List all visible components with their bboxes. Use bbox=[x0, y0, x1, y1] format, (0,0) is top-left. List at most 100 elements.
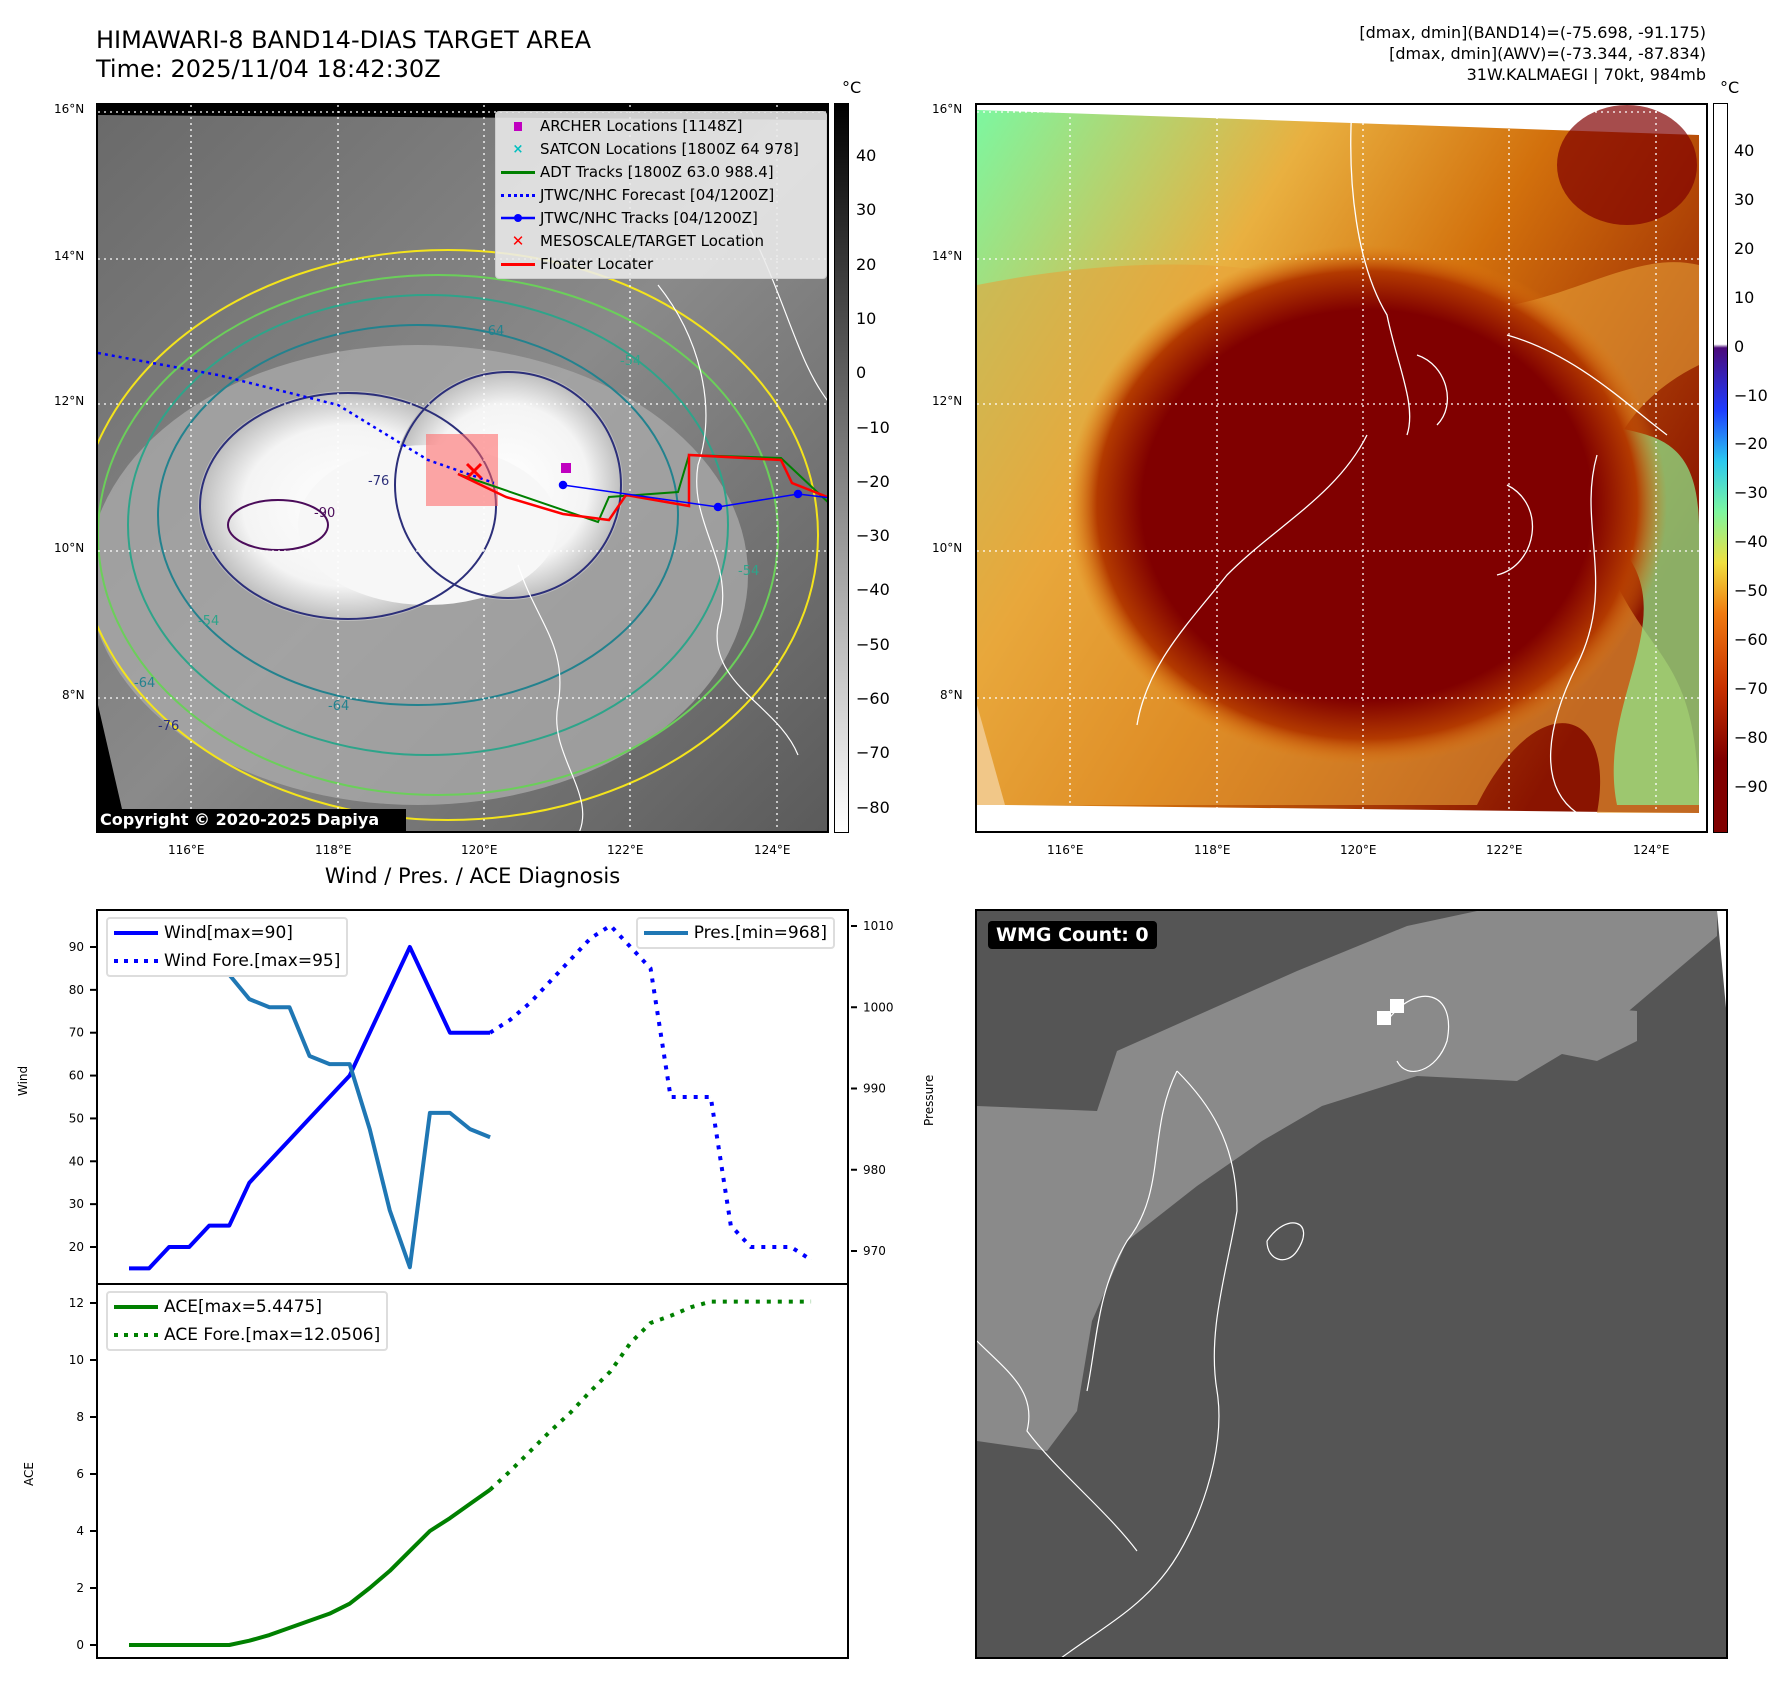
lon-label: 116°E bbox=[168, 843, 205, 857]
legend-ace-forecast: ACE Fore.[max=12.0506] bbox=[108, 1321, 386, 1349]
target-area-box bbox=[426, 434, 498, 506]
copyright-label: Copyright © 2020-2025 Dapiya bbox=[96, 809, 406, 831]
x-marker-icon: ✕ bbox=[511, 232, 525, 250]
pressure-axis-label: Pressure bbox=[922, 1074, 936, 1126]
wind-tick-label: 90 bbox=[69, 940, 84, 954]
colorbar-unit: °C bbox=[842, 78, 862, 97]
contour-labels: -90 -76 -64 -54 -54 -64 -76 -54 -64 bbox=[134, 324, 759, 734]
wmg-panel bbox=[975, 909, 1728, 1659]
lat-label: 16°N bbox=[54, 102, 85, 116]
wind-forecast-line bbox=[489, 923, 813, 1262]
svg-text:-76: -76 bbox=[368, 474, 389, 489]
lat-label: 14°N bbox=[932, 249, 963, 263]
legend-pressure: Pres.[min=968] bbox=[638, 919, 833, 947]
colorbar-tick-label: −70 bbox=[856, 743, 890, 763]
colorbar-tick-label: −60 bbox=[1734, 630, 1768, 649]
awv-map-image bbox=[977, 105, 1706, 831]
ace-tick-label: 2 bbox=[76, 1581, 84, 1595]
lat-label: 10°N bbox=[932, 541, 963, 555]
svg-text:-64: -64 bbox=[328, 699, 349, 714]
colorbar-tick-label: −40 bbox=[856, 580, 890, 600]
dotted-line-icon bbox=[496, 193, 540, 197]
wind-tick-label: 80 bbox=[69, 983, 84, 997]
target-x-marker bbox=[465, 462, 483, 480]
ace-svg: 0 2 4 6 8 10 12 bbox=[69, 1296, 812, 1652]
colorbar-tick-label: −50 bbox=[1734, 581, 1768, 601]
graticule bbox=[977, 105, 1706, 831]
band14-range: [dmax, dmin](BAND14)=(-75.698, -91.175) bbox=[1359, 23, 1706, 42]
legend-item-adt: ADT Tracks [1800Z 63.0 988.4] bbox=[496, 161, 774, 183]
svg-text:-64: -64 bbox=[134, 676, 155, 691]
colorbar-tick-label: −60 bbox=[856, 689, 890, 708]
legend-item-archer: ARCHER Locations [1148Z] bbox=[496, 115, 743, 137]
ace-tick-label: 10 bbox=[69, 1353, 84, 1367]
lat-label: 12°N bbox=[932, 394, 963, 408]
lon-label: 124°E bbox=[754, 843, 791, 857]
colorbar-tick-label: 0 bbox=[1734, 336, 1745, 356]
figure-title: HIMAWARI-8 BAND14-DIAS TARGET AREA Time:… bbox=[96, 26, 591, 84]
ace-tick-label: 4 bbox=[76, 1524, 84, 1538]
lat-label: 16°N bbox=[932, 102, 963, 116]
wmg-count-badge: WMG Count: 0 bbox=[988, 921, 1157, 949]
wind-tick-label: 50 bbox=[69, 1111, 84, 1125]
right-colorbar-ticks: 40 30 20 10 0 −10 −20 −30 −40 −50 −60 −70 −80 −90 bbox=[1734, 0, 1774, 840]
legend-wind: Wind[max=90] bbox=[108, 919, 346, 947]
colorbar-tick-label: 20 bbox=[856, 254, 877, 274]
colorbar-unit: °C bbox=[1720, 78, 1740, 97]
wind-tick-label: 20 bbox=[69, 1240, 84, 1254]
dotted-line-icon bbox=[114, 959, 158, 963]
ir-map-panel: -90 -76 -64 -54 -54 -64 -76 -54 -64 ARCH… bbox=[96, 103, 829, 833]
pressure-tick-label: 990 bbox=[863, 1082, 886, 1096]
awv-range: [dmax, dmin](AWV)=(-73.344, -87.834) bbox=[1389, 44, 1706, 63]
pressure-tick-label: 970 bbox=[863, 1244, 886, 1258]
lat-label: 14°N bbox=[54, 249, 85, 263]
ace-legend: ACE[max=5.4475] ACE Fore.[max=12.0506] bbox=[106, 1291, 389, 1351]
colorbar-tick-label: −30 bbox=[1734, 483, 1768, 503]
colorbar-tick-label: 0 bbox=[856, 363, 867, 383]
line-with-dot-icon bbox=[496, 213, 540, 223]
svg-text:-54: -54 bbox=[198, 614, 219, 629]
pressure-tick-label: 1010 bbox=[863, 919, 894, 933]
wind-legend: Wind[max=90] Wind Fore.[max=95] bbox=[106, 917, 349, 977]
pressure-line bbox=[127, 924, 491, 1270]
colorbar-tick-label: 10 bbox=[856, 308, 877, 328]
storm-info: [dmax, dmin](BAND14)=(-75.698, -91.175) … bbox=[1359, 22, 1706, 85]
archer-marker bbox=[561, 463, 571, 473]
colorbar-tick-label: 40 bbox=[856, 146, 877, 165]
colorbar-tick-label: −30 bbox=[856, 526, 890, 546]
left-colorbar-ticks: 40 30 20 10 0 −10 −20 −30 −40 −50 −60 −70 −80 bbox=[856, 0, 896, 840]
svg-text:-90: -90 bbox=[314, 506, 335, 521]
colorbar-tick-label: −10 bbox=[1734, 385, 1768, 405]
colorbar-tick-label: 40 bbox=[1734, 141, 1755, 160]
colorbar-tick-label: 10 bbox=[1734, 287, 1755, 307]
storm-summary: 31W.KALMAEGI | 70kt, 984mb bbox=[1466, 65, 1706, 84]
legend-item-target: ✕ MESOSCALE/TARGET Location bbox=[496, 230, 764, 252]
lon-label: 122°E bbox=[607, 843, 644, 857]
legend-ace: ACE[max=5.4475] bbox=[108, 1293, 386, 1321]
colorbar-tick-label: −80 bbox=[1734, 727, 1768, 747]
wind-line bbox=[129, 945, 491, 1271]
colorbar-tick-label: −90 bbox=[1734, 776, 1768, 796]
awv-map-panel bbox=[975, 103, 1708, 833]
legend-item-satcon: × SATCON Locations [1800Z 64 978] bbox=[496, 138, 799, 160]
legend-item-floater: Floater Locater bbox=[496, 253, 653, 275]
svg-text:-64: -64 bbox=[483, 324, 504, 339]
wind-tick-label: 40 bbox=[69, 1154, 84, 1168]
lon-label: 120°E bbox=[1340, 843, 1377, 857]
ace-axis-label: ACE bbox=[22, 1462, 36, 1486]
title-line-1: HIMAWARI-8 BAND14-DIAS TARGET AREA bbox=[96, 26, 592, 54]
colorbar-tick-label: −40 bbox=[1734, 532, 1768, 552]
wmg-image bbox=[977, 911, 1726, 1657]
ace-tick-label: 0 bbox=[76, 1638, 84, 1652]
line-icon bbox=[496, 170, 540, 174]
ace-forecast-line bbox=[488, 1299, 812, 1492]
dotted-line-icon bbox=[114, 1333, 158, 1337]
solid-line-icon bbox=[114, 931, 158, 935]
wind-pressure-plot: 20 30 40 50 60 70 80 90 970 980 990 1000 1010 Wind[m… bbox=[69, 909, 894, 1285]
ir-map-image: -90 -76 -64 -54 -54 -64 -76 -54 -64 bbox=[98, 105, 827, 831]
title-time: Time: 2025/11/04 18:42:30Z bbox=[96, 55, 441, 83]
colorbar-tick-label: −50 bbox=[856, 634, 890, 654]
ace-tick-label: 12 bbox=[69, 1296, 84, 1310]
lat-label: 12°N bbox=[54, 394, 85, 408]
awv-colorbar bbox=[1713, 103, 1728, 833]
